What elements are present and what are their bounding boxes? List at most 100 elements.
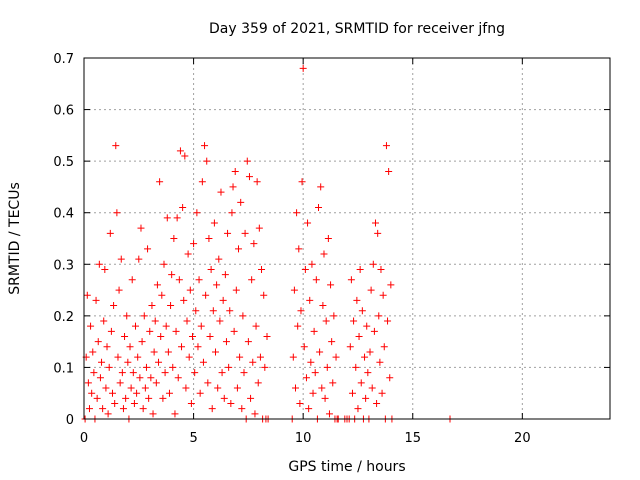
data-point xyxy=(380,343,388,351)
data-point xyxy=(260,291,268,299)
data-point xyxy=(250,240,258,248)
data-point xyxy=(294,322,302,330)
data-point xyxy=(129,369,137,377)
data-point xyxy=(197,322,205,330)
data-point xyxy=(348,389,356,397)
data-point xyxy=(328,338,336,346)
data-point xyxy=(356,265,364,273)
data-point xyxy=(352,363,360,371)
data-point xyxy=(165,389,173,397)
data-point xyxy=(172,327,180,335)
data-point xyxy=(85,405,93,413)
data-point xyxy=(98,358,106,366)
data-point xyxy=(329,379,337,387)
data-point xyxy=(132,322,140,330)
data-point xyxy=(175,276,183,284)
data-point xyxy=(251,410,259,418)
data-point xyxy=(137,224,145,232)
data-point xyxy=(236,353,244,361)
data-point xyxy=(174,374,182,382)
data-point xyxy=(233,384,241,392)
data-point xyxy=(145,394,153,402)
data-point xyxy=(181,152,189,160)
data-point xyxy=(224,229,232,237)
data-point xyxy=(220,394,228,402)
data-point xyxy=(357,379,365,387)
data-point xyxy=(89,348,97,356)
data-point xyxy=(192,307,200,315)
data-point xyxy=(332,353,340,361)
y-tick-label: 0.7 xyxy=(53,52,74,67)
data-point xyxy=(255,224,263,232)
x-tick-label: 5 xyxy=(189,431,197,446)
data-point xyxy=(92,296,100,304)
data-point xyxy=(308,260,316,268)
data-point xyxy=(152,379,160,387)
data-point xyxy=(149,410,157,418)
data-point xyxy=(364,369,372,377)
data-point xyxy=(327,281,335,289)
data-point xyxy=(243,157,251,165)
data-point xyxy=(204,379,212,387)
data-point xyxy=(150,348,158,356)
plot-frame xyxy=(83,57,611,420)
data-point xyxy=(324,235,332,242)
data-point xyxy=(178,343,186,351)
data-point xyxy=(319,302,327,310)
data-point xyxy=(201,142,209,150)
data-point xyxy=(261,363,269,371)
data-point xyxy=(127,384,135,392)
x-tick-label: 20 xyxy=(514,431,531,446)
data-point xyxy=(194,343,202,351)
data-point xyxy=(108,389,116,397)
data-point xyxy=(122,394,130,402)
data-point xyxy=(219,296,227,304)
data-point xyxy=(230,327,238,335)
data-point xyxy=(386,374,394,382)
data-point xyxy=(371,219,379,227)
data-point xyxy=(141,384,149,392)
data-point xyxy=(110,302,118,310)
data-point xyxy=(148,302,156,310)
data-point xyxy=(317,183,325,191)
tick-labels: 0 0.1 0.2 0.3 0.4 0.5 0.6 0.7 0 5 10 15 20 xyxy=(53,52,530,446)
data-point xyxy=(207,265,215,273)
data-point xyxy=(322,317,330,325)
data-point xyxy=(295,245,303,253)
data-point xyxy=(321,394,329,402)
data-point xyxy=(206,332,214,340)
y-axis-title: SRMTID / TECUs xyxy=(7,182,23,295)
data-point xyxy=(346,343,354,351)
data-point xyxy=(362,394,370,402)
data-point xyxy=(173,214,181,222)
x-tick-label: 10 xyxy=(295,431,312,446)
data-point xyxy=(238,405,246,413)
data-point xyxy=(227,400,235,408)
y-tick-label: 0.5 xyxy=(53,155,74,170)
data-point xyxy=(309,389,317,397)
data-point xyxy=(119,405,127,413)
data-point xyxy=(134,353,142,361)
data-point xyxy=(320,250,328,258)
data-point xyxy=(116,379,124,387)
data-point xyxy=(185,353,193,361)
data-point xyxy=(105,363,113,371)
data-point xyxy=(300,343,308,351)
data-point xyxy=(306,296,314,304)
chart-title: Day 359 of 2021, SRMTID for receiver jfn… xyxy=(209,21,505,37)
data-point xyxy=(118,369,126,377)
data-point xyxy=(144,245,152,253)
data-point xyxy=(187,400,195,408)
data-point xyxy=(290,286,298,294)
data-point xyxy=(384,317,392,325)
data-point xyxy=(229,183,237,191)
data-point xyxy=(104,410,112,418)
data-point xyxy=(298,178,306,186)
data-point xyxy=(235,245,243,253)
data-point xyxy=(289,353,297,361)
data-point xyxy=(304,219,312,227)
data-point xyxy=(196,389,204,397)
data-point xyxy=(366,348,374,356)
data-point xyxy=(239,312,247,320)
